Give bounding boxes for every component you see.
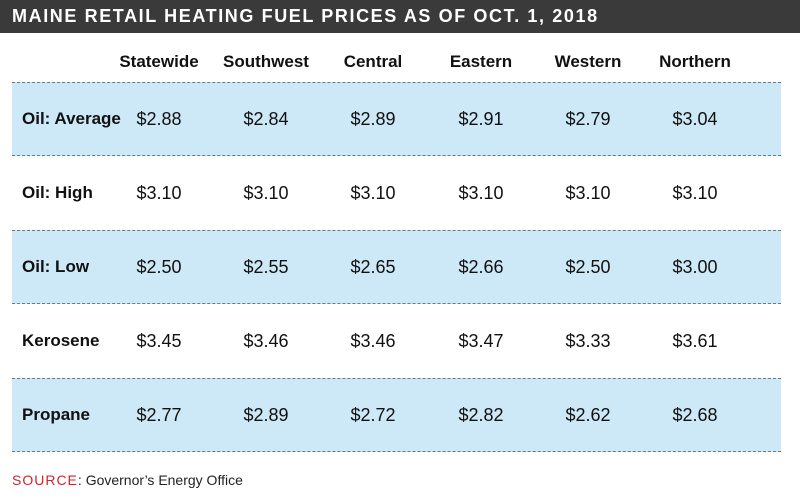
table-body: Oil: Average $2.88 $2.84 $2.89 $2.91 $2.79 $3.… — [12, 82, 781, 452]
table-cell: $3.46 — [350, 330, 396, 351]
row-label: Propane — [22, 405, 91, 424]
row-label: Oil: Average — [22, 109, 121, 128]
table-cell: $2.91 — [458, 108, 504, 129]
column-header-eastern: Eastern — [449, 52, 513, 71]
table-cell: $2.66 — [458, 256, 504, 277]
table-cell: $3.10 — [136, 182, 182, 203]
source-note: SOURCE: Governor’s Energy Office — [12, 472, 243, 488]
table-cell: $3.10 — [350, 182, 396, 203]
column-header-central: Central — [343, 52, 403, 71]
table-row: Kerosene $3.45 $3.46 $3.46 $3.47 $3.33 $3.61 — [12, 304, 781, 378]
table-cell: $2.82 — [458, 404, 504, 425]
table-cell: $3.10 — [672, 182, 718, 203]
source-text: Governor’s Energy Office — [85, 472, 243, 488]
table-row: Oil: Low $2.50 $2.55 $2.65 $2.66 $2.50 $3.00 — [12, 230, 781, 304]
table-row: Oil: High $3.10 $3.10 $3.10 $3.10 $3.10 $3.10 — [12, 156, 781, 230]
column-header-northern: Northern — [659, 52, 731, 71]
column-header-western: Western — [554, 52, 622, 71]
table-cell: $3.04 — [672, 108, 718, 129]
table-row: Propane $2.77 $2.89 $2.72 $2.82 $2.62 $2.68 — [12, 378, 781, 452]
table-cell: $3.33 — [565, 330, 611, 351]
table-cell: $3.10 — [565, 182, 611, 203]
table-cell: $2.88 — [136, 108, 182, 129]
table-cell: $3.10 — [243, 182, 289, 203]
table-cell: $2.62 — [565, 404, 611, 425]
table-cell: $2.65 — [350, 256, 396, 277]
row-label: Oil: High — [22, 183, 93, 202]
table-cell: $2.89 — [243, 404, 289, 425]
price-table: Statewide Southwest Central Eastern Western N… — [12, 40, 781, 452]
source-label: SOURCE — [12, 472, 78, 488]
table-cell: $3.45 — [136, 330, 182, 351]
table-cell: $2.72 — [350, 404, 396, 425]
table-cell: $3.61 — [672, 330, 718, 351]
table-cell: $3.46 — [243, 330, 289, 351]
table-cell: $2.55 — [243, 256, 289, 277]
table-cell: $2.50 — [136, 256, 182, 277]
table-cell: $3.47 — [458, 330, 504, 351]
source-colon: : — [77, 472, 86, 488]
table-cell: $2.68 — [672, 404, 718, 425]
table-cell: $3.10 — [458, 182, 504, 203]
column-header-southwest: Southwest — [223, 52, 309, 71]
table-row: Oil: Average $2.88 $2.84 $2.89 $2.91 $2.79 $3.… — [12, 82, 781, 156]
table-cell: $2.50 — [565, 256, 611, 277]
table-cell: $2.79 — [565, 108, 611, 129]
row-label: Kerosene — [22, 331, 100, 350]
row-label: Oil: Low — [22, 257, 90, 276]
table-cell: $2.77 — [136, 404, 182, 425]
table-cell: $2.84 — [243, 108, 289, 129]
table-cell: $3.00 — [672, 256, 718, 277]
column-header-statewide: Statewide — [119, 52, 199, 71]
table-cell: $2.89 — [350, 108, 396, 129]
column-header-row: Statewide Southwest Central Eastern Western N… — [12, 40, 781, 82]
chart-title: MAINE RETAIL HEATING FUEL PRICES AS OF O… — [0, 0, 800, 33]
